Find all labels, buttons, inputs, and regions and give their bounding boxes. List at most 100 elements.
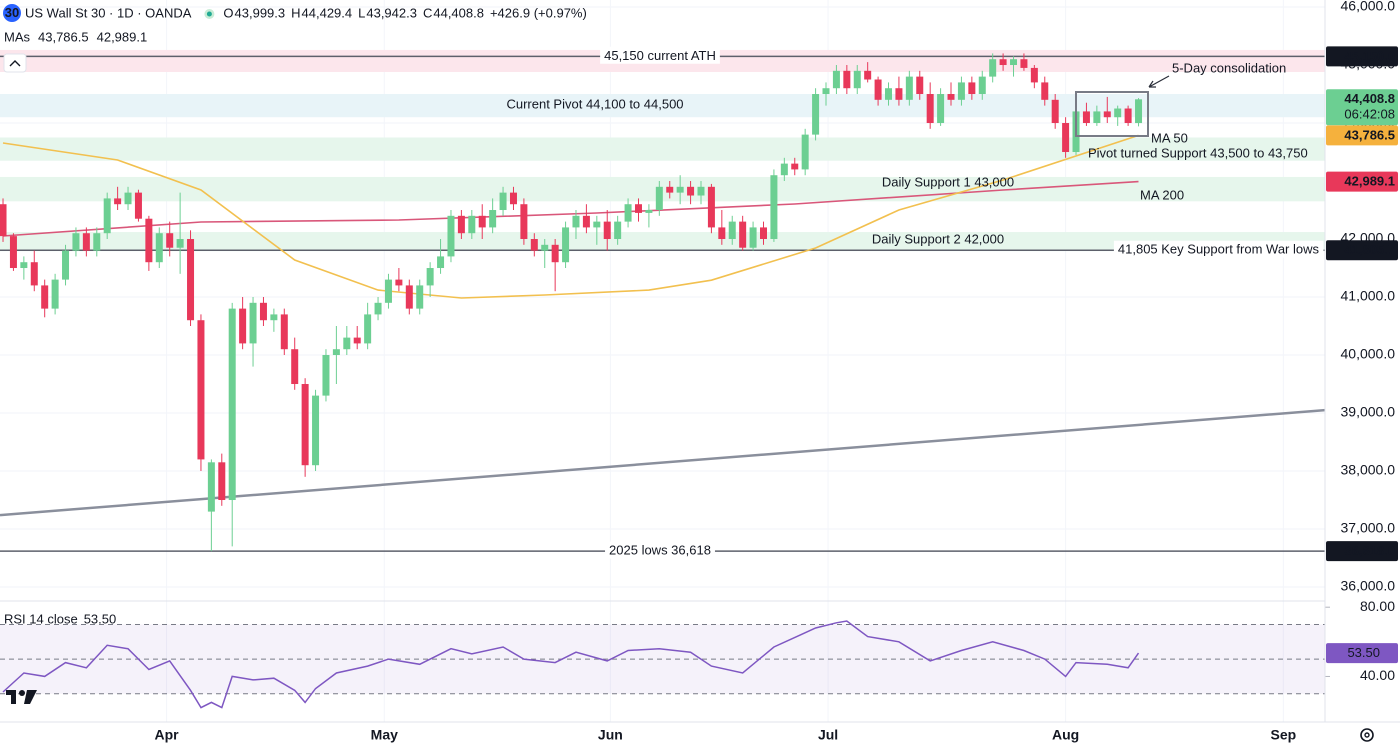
symbol-title: US Wall St 30 · 1D · OANDA (25, 5, 192, 20)
candle-body (457, 215, 465, 234)
ohlc-key: C (423, 5, 432, 20)
candle-body (1051, 99, 1059, 124)
tradingview-logo (6, 690, 37, 704)
candle-body (155, 233, 163, 263)
candle-body (937, 94, 945, 124)
rsi-legend-value: 53.50 (84, 611, 117, 626)
annotation: 45,150 current ATH (604, 48, 716, 63)
ohlc-value: 43,999.3 (235, 5, 286, 20)
candle-body (207, 462, 215, 512)
y-tick-label: 38,000.0 (1341, 462, 1396, 478)
candle-body (614, 221, 622, 240)
candle-body (759, 227, 767, 240)
candles (0, 53, 1143, 552)
ohlc-key: O (223, 5, 233, 20)
labels: 45,150 current ATH 5-Day consolidation Cur… (506, 46, 1324, 559)
axes: 46,000.045,000.044,000.043,000.042,000.0… (155, 0, 1398, 743)
candle-body (166, 233, 174, 248)
candle-body (999, 59, 1007, 66)
candle-body (634, 204, 642, 213)
consolidation-box (1075, 91, 1149, 137)
candle-body (1114, 108, 1122, 118)
market-status-dot (206, 11, 212, 17)
candle-body (957, 82, 965, 100)
candle-body (655, 186, 663, 211)
candle-body (1093, 111, 1101, 124)
label-background (600, 46, 720, 64)
candle-body (322, 355, 330, 396)
ohlc-value: 43,942.3 (366, 5, 417, 20)
candle-body (20, 262, 28, 269)
candle-body (530, 239, 538, 251)
candle-body (749, 227, 757, 248)
price-badge-label: 41,805.7 (1344, 242, 1395, 257)
price-badge-label: 42,989.1 (1344, 174, 1395, 189)
candle-body (468, 215, 476, 234)
candle-body (843, 70, 851, 89)
collapse-button[interactable] (3, 53, 27, 73)
price-badge (1326, 46, 1398, 67)
candle-body (812, 94, 820, 135)
candle-body (374, 302, 382, 315)
rsi-legend: RSI 14 close (4, 611, 78, 626)
candle-body (645, 210, 653, 213)
candle-body (874, 79, 882, 100)
settings-icon[interactable] (1360, 728, 1374, 742)
candle-body (885, 88, 893, 100)
candle-body (124, 192, 132, 205)
candle-body (509, 192, 517, 205)
x-tick-label: Sep (1270, 727, 1296, 743)
candle-body (895, 88, 903, 100)
annotation-arrow (1148, 75, 1170, 88)
ma50-line (2, 134, 1139, 299)
candle-body (82, 233, 90, 251)
annotation: Current Pivot 44,100 to 44,500 (506, 96, 683, 111)
candle-body (51, 279, 59, 309)
candle-body (947, 94, 955, 100)
candle-body (426, 268, 434, 286)
candle-body (312, 395, 320, 466)
symbol-logo (3, 4, 21, 22)
candle-body (1030, 67, 1038, 83)
candle-body (572, 215, 580, 228)
candle-body (93, 233, 101, 251)
candle-body (989, 59, 997, 77)
candle-body (718, 227, 726, 240)
price-badge (1326, 89, 1398, 126)
candle-body (770, 175, 778, 240)
y-tick-label: 37,000.0 (1341, 520, 1396, 536)
candle-body (259, 302, 267, 321)
rsi-tick-label: 80.00 (1360, 598, 1395, 614)
ma-legend: MAs (4, 29, 31, 44)
candle-body (1124, 108, 1132, 124)
annotation: Pivot turned Support 43,500 to 43,750 (1088, 145, 1308, 160)
candle-body (489, 210, 497, 228)
candle-body (801, 134, 809, 170)
annotation: 2025 lows 36,618 (609, 543, 711, 558)
candle-body (676, 186, 684, 193)
candle-body (978, 76, 986, 95)
candle-body (187, 239, 195, 321)
candle-body (353, 337, 361, 344)
price-badge-label: 36,618.0 (1344, 543, 1395, 558)
candle-body (603, 221, 611, 240)
candle-body (72, 233, 80, 251)
ma-legend-value: 43,786.5 (38, 29, 89, 44)
candle-body (114, 198, 122, 205)
rsi-badge-label: 53.50 (1347, 645, 1380, 660)
candle-body (551, 244, 559, 263)
candle-body (1062, 123, 1070, 153)
annotation: Daily Support 1 43,000 (882, 174, 1014, 189)
candle-body (791, 163, 799, 170)
label-background (605, 541, 715, 559)
candle-body (0, 204, 7, 237)
header: 30 US Wall St 30 · 1D · OANDA O 43,999.3 H 44… (3, 4, 587, 44)
collapse-icon (9, 60, 21, 67)
price-zone (0, 94, 1325, 118)
price-badge-label: 43,786.5 (1344, 127, 1395, 142)
candle-body (239, 308, 247, 344)
y-tick-label: 39,000.0 (1341, 404, 1396, 420)
candle-body (176, 239, 184, 248)
y-tick-label: 41,000.0 (1341, 288, 1396, 304)
